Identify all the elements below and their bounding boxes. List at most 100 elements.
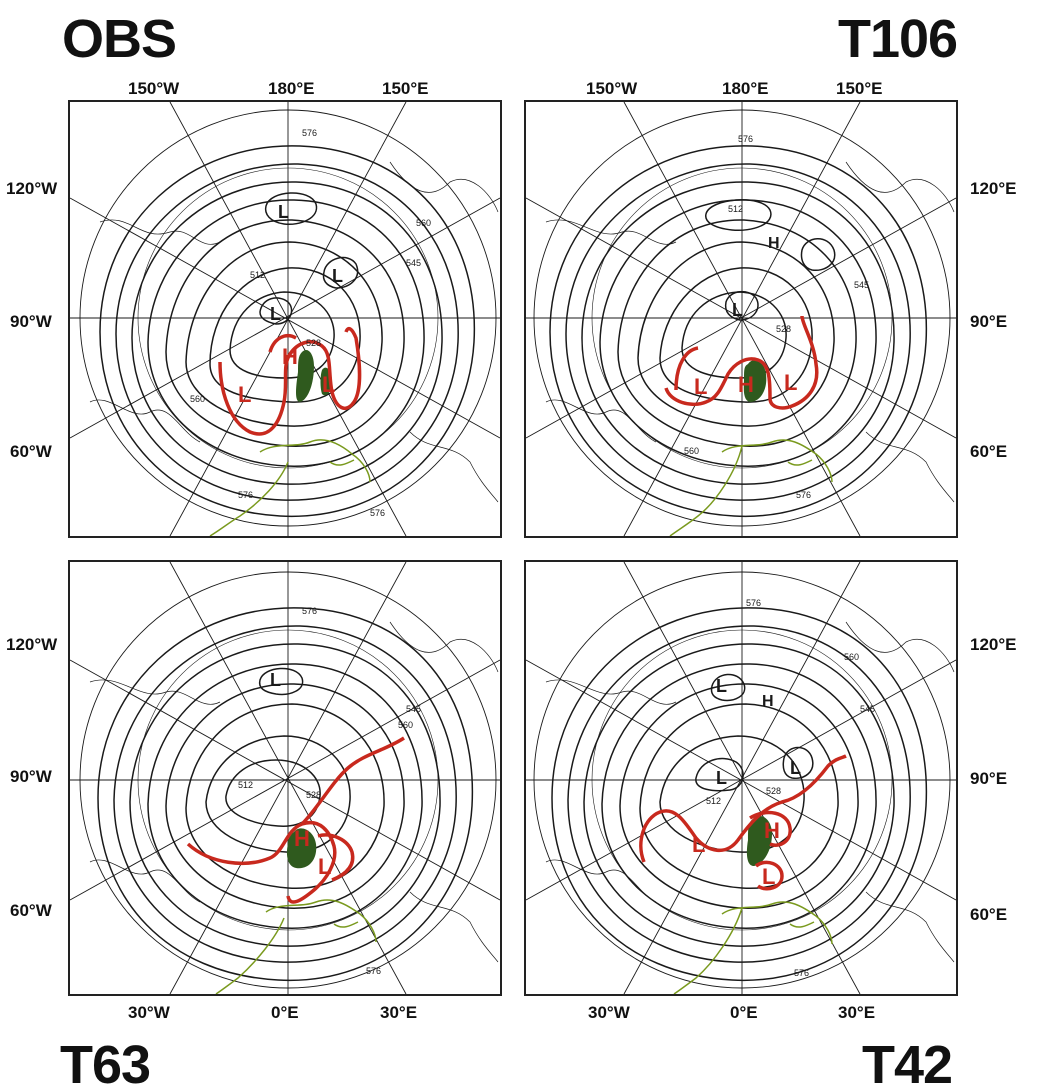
contour-label: 528 bbox=[766, 786, 781, 796]
map-t63-svg: H L L 576 512 528 560 545 576 bbox=[70, 562, 500, 994]
coastlines bbox=[89, 161, 499, 503]
t42-bottom-label-1: 0°E bbox=[730, 1003, 758, 1022]
height-contours bbox=[551, 607, 928, 981]
t106-lon-label-1: 180°E bbox=[722, 79, 769, 98]
contour-label: 512 bbox=[250, 270, 265, 280]
low-marker: L bbox=[322, 372, 335, 397]
t42-right-label-2: 60°E bbox=[970, 905, 1008, 924]
low-marker: L bbox=[784, 370, 797, 395]
map-panel-t42: H L L L H L L 576 512 528 560 545 576 bbox=[524, 560, 958, 996]
map-panel-obs: H L L L L L 576 512 528 560 576 545 560 … bbox=[68, 100, 502, 538]
green-region bbox=[743, 359, 767, 402]
high-marker: H bbox=[764, 818, 780, 843]
meridian-line bbox=[70, 197, 500, 439]
contour-label: 576 bbox=[302, 128, 317, 138]
map-panel-t63: H L L 576 512 528 560 545 576 bbox=[68, 560, 502, 996]
contour-label: 576 bbox=[738, 134, 753, 144]
title-t42: T42 bbox=[862, 1035, 953, 1092]
green-region bbox=[746, 815, 772, 866]
contour-label: 576 bbox=[746, 598, 761, 608]
coastline-green bbox=[669, 439, 833, 536]
meridian-line bbox=[623, 562, 861, 994]
contour-label: 528 bbox=[306, 790, 321, 800]
t63-left-label-0: 120°W bbox=[6, 635, 58, 654]
low-marker: L bbox=[716, 676, 727, 696]
high-marker: H bbox=[762, 693, 774, 710]
contour-label: 528 bbox=[306, 338, 321, 348]
green-region bbox=[286, 828, 317, 869]
t63-bottom-label-0: 30°W bbox=[128, 1003, 170, 1022]
title-t63: T63 bbox=[60, 1035, 151, 1092]
low-marker: L bbox=[790, 758, 801, 778]
red-contour bbox=[639, 754, 847, 891]
obs-lon-label-1: 180°E bbox=[268, 79, 315, 98]
low-marker: L bbox=[318, 854, 331, 879]
t106-right-label-2: 60°E bbox=[970, 442, 1008, 461]
t63-bottom-label-2: 30°E bbox=[380, 1003, 418, 1022]
contour-label: 545 bbox=[406, 704, 421, 714]
low-marker: L bbox=[270, 304, 281, 324]
contour-label: 560 bbox=[844, 652, 859, 662]
t106-right-label-0: 120°E bbox=[970, 179, 1017, 198]
low-marker: L bbox=[762, 864, 775, 889]
t42-bottom-label-2: 30°E bbox=[838, 1003, 876, 1022]
title-obs: OBS bbox=[62, 9, 177, 69]
green-region bbox=[296, 349, 314, 402]
low-marker: L bbox=[270, 670, 281, 690]
height-contours bbox=[97, 607, 474, 981]
coastlines bbox=[89, 621, 499, 963]
contour-label: 576 bbox=[794, 968, 809, 978]
contour-label: 512 bbox=[238, 780, 253, 790]
low-marker: L bbox=[332, 266, 343, 286]
t106-right-label-1: 90°E bbox=[970, 312, 1008, 331]
obs-lon-label-2: 150°E bbox=[382, 79, 429, 98]
contour-label: 545 bbox=[860, 704, 875, 714]
map-t42-svg: H L L L H L L 576 512 528 560 545 576 bbox=[526, 562, 956, 994]
coastline-green bbox=[209, 439, 371, 536]
coastline-green bbox=[673, 901, 833, 994]
t42-bottom-label-0: 30°W bbox=[588, 1003, 630, 1022]
contour-label: 576 bbox=[238, 490, 253, 500]
title-t106: T106 bbox=[838, 9, 958, 69]
contour-label: 545 bbox=[406, 258, 421, 268]
height-contours bbox=[99, 145, 476, 517]
map-obs-svg: H L L L L L 576 512 528 560 576 545 560 … bbox=[70, 102, 500, 536]
map-t106-svg: H L L L H 576 512 528 545 560 576 bbox=[526, 102, 956, 536]
contour-label: 545 bbox=[854, 280, 869, 290]
red-contour bbox=[664, 315, 819, 410]
coastlines bbox=[545, 621, 955, 963]
contour-label: 576 bbox=[796, 490, 811, 500]
coastlines bbox=[545, 161, 955, 503]
contour-label: 560 bbox=[190, 394, 205, 404]
contour-label: 528 bbox=[776, 324, 791, 334]
high-marker: H bbox=[282, 344, 298, 369]
high-marker: H bbox=[738, 372, 754, 397]
low-marker: L bbox=[692, 832, 705, 857]
low-marker: L bbox=[694, 374, 707, 399]
obs-left-label-2: 60°W bbox=[10, 442, 52, 461]
t106-lon-label-0: 150°W bbox=[586, 79, 638, 98]
t106-lon-label-2: 150°E bbox=[836, 79, 883, 98]
obs-left-label-1: 90°W bbox=[10, 312, 52, 331]
t63-left-label-2: 60°W bbox=[10, 901, 52, 920]
obs-left-label-0: 120°W bbox=[6, 179, 58, 198]
low-marker: L bbox=[278, 202, 289, 222]
contour-label: 512 bbox=[728, 204, 743, 214]
contour-label: 576 bbox=[370, 508, 385, 518]
t42-right-label-0: 120°E bbox=[970, 635, 1017, 654]
height-contours bbox=[549, 145, 928, 517]
low-marker: L bbox=[716, 768, 727, 788]
contour-label: 576 bbox=[302, 606, 317, 616]
red-contour bbox=[186, 736, 405, 904]
contour-label: 560 bbox=[684, 446, 699, 456]
map-panel-t106: H L L L H 576 512 528 545 560 576 bbox=[524, 100, 958, 538]
contour-label: 576 bbox=[366, 966, 381, 976]
coastline-green bbox=[215, 899, 377, 994]
high-marker: H bbox=[768, 235, 780, 252]
low-marker: L bbox=[732, 300, 743, 320]
contour-label: 560 bbox=[416, 218, 431, 228]
obs-lon-label-0: 150°W bbox=[128, 79, 180, 98]
t42-right-label-1: 90°E bbox=[970, 769, 1008, 788]
red-contour bbox=[218, 326, 362, 436]
